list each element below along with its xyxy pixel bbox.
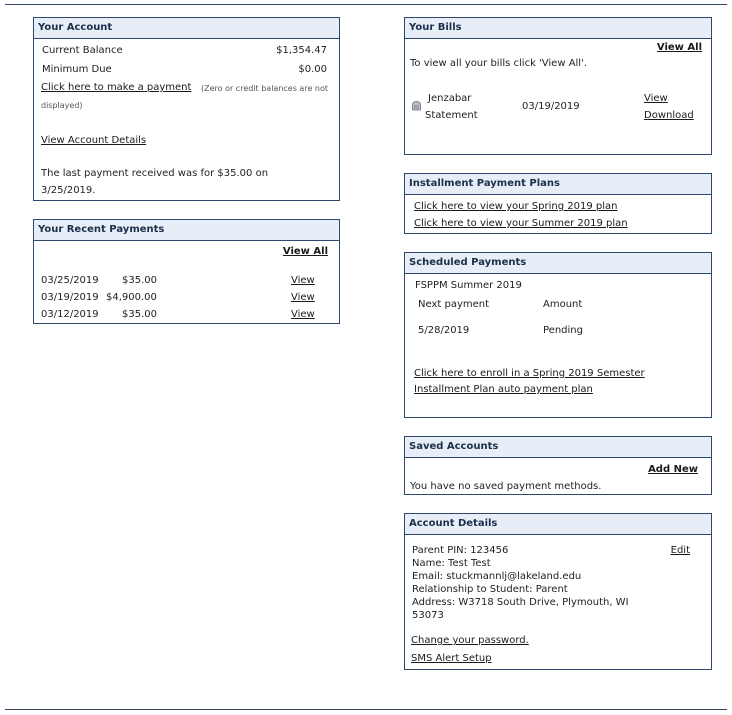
payment-view-link[interactable]: View <box>291 292 315 303</box>
payment-date: 03/12/2019 <box>41 309 99 320</box>
panel-title: Scheduled Payments <box>405 253 711 274</box>
panel-title: Your Bills <box>405 18 711 39</box>
scheduled-payments-panel: Scheduled Payments FSPPM Summer 2019 Nex… <box>404 252 712 418</box>
installment-plans-panel: Installment Payment Plans Click here to … <box>404 173 712 234</box>
bill-view-link[interactable]: View <box>644 93 668 104</box>
document-icon <box>411 100 422 111</box>
add-new-link[interactable]: Add New <box>648 464 698 475</box>
next-payment-header: Next payment <box>418 299 490 310</box>
parent-pin: Parent PIN: 123456 <box>412 545 509 556</box>
saved-accounts-panel: Saved Accounts Add New You have no saved… <box>404 436 712 495</box>
minimum-due-value: $0.00 <box>298 64 327 75</box>
current-balance-label: Current Balance <box>42 45 123 56</box>
no-saved-methods-text: You have no saved payment methods. <box>410 481 602 492</box>
bills-intro-text: To view all your bills click 'View All'. <box>410 58 588 69</box>
payment-amount: $4,900.00 <box>106 292 157 303</box>
panel-title: Your Account <box>34 18 339 39</box>
panel-title: Saved Accounts <box>405 437 711 458</box>
payment-date: 03/25/2019 <box>41 275 99 286</box>
panel-title: Account Details <box>405 514 711 535</box>
relationship: Relationship to Student: Parent <box>412 584 568 595</box>
scheduled-status: Pending <box>543 325 583 336</box>
payment-note: (Zero or credit balances are not <box>201 84 329 93</box>
change-password-link[interactable]: Change your password. <box>411 635 529 646</box>
bill-date: 03/19/2019 <box>522 101 580 112</box>
panel-title: Your Recent Payments <box>34 220 339 241</box>
your-bills-panel: Your Bills View All To view all your bil… <box>404 17 712 155</box>
payment-date: 03/19/2019 <box>41 292 99 303</box>
enroll-link-cont[interactable]: Installment Plan auto payment plan <box>414 384 593 395</box>
bottom-divider <box>5 709 727 710</box>
view-account-details-link[interactable]: View Account Details <box>41 135 147 146</box>
current-balance-value: $1,354.47 <box>276 45 327 56</box>
parent-name: Name: Test Test <box>412 558 491 569</box>
bills-view-all-link[interactable]: View All <box>656 42 702 53</box>
summer-plan-link[interactable]: Click here to view your Summer 2019 plan <box>414 218 628 229</box>
spring-plan-link[interactable]: Click here to view your Spring 2019 plan <box>414 201 618 212</box>
payment-note-cont: displayed) <box>41 101 83 110</box>
address-cont: 53073 <box>412 610 444 621</box>
bill-download-link[interactable]: Download <box>644 110 694 121</box>
bill-name: Jenzabar <box>428 93 472 104</box>
last-payment-text: The last payment received was for $35.00… <box>41 168 269 179</box>
edit-link[interactable]: Edit <box>670 545 690 556</box>
payment-amount: $35.00 <box>122 275 157 286</box>
payment-view-link[interactable]: View <box>291 275 315 286</box>
amount-header: Amount <box>543 299 583 310</box>
minimum-due-label: Minimum Due <box>42 64 112 75</box>
your-account-panel: Your Account Current Balance $1,354.47 M… <box>33 17 340 201</box>
sms-alert-setup-link[interactable]: SMS Alert Setup <box>411 653 492 664</box>
recent-payments-panel: Your Recent Payments View All 03/25/2019… <box>33 219 340 324</box>
make-payment-link[interactable]: Click here to make a payment <box>41 82 192 93</box>
bill-name-cont: Statement <box>425 110 478 121</box>
panel-title: Installment Payment Plans <box>405 174 711 195</box>
top-divider <box>5 4 727 5</box>
parent-email: Email: stuckmannlj@lakeland.edu <box>412 571 582 582</box>
payment-amount: $35.00 <box>122 309 157 320</box>
payment-view-link[interactable]: View <box>291 309 315 320</box>
address: Address: W3718 South Drive, Plymouth, WI <box>412 597 629 608</box>
plan-name: FSPPM Summer 2019 <box>415 280 522 291</box>
last-payment-date: 3/25/2019. <box>41 185 96 196</box>
scheduled-date: 5/28/2019 <box>418 325 470 336</box>
enroll-link[interactable]: Click here to enroll in a Spring 2019 Se… <box>414 368 645 379</box>
account-details-panel: Account Details Edit Parent PIN: 123456 … <box>404 513 712 670</box>
recent-payments-view-all-link[interactable]: View All <box>282 246 328 257</box>
